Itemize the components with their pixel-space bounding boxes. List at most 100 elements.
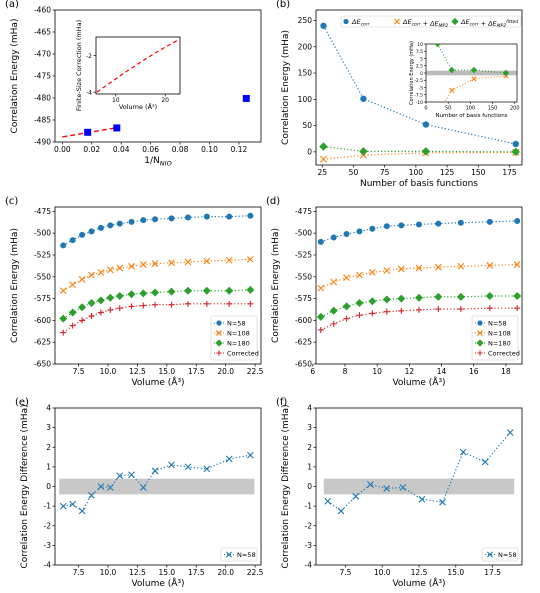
legend-marker-0: [226, 551, 232, 558]
legend-text-part: MP2: [497, 23, 507, 29]
x-tick-label: 22.5: [247, 568, 264, 577]
inset-data-point: [434, 44, 441, 48]
y-tick-label: 2: [46, 443, 51, 452]
inset-data-point: [448, 66, 455, 74]
inset-y-tick-label: -5: [419, 85, 424, 91]
data-point: [360, 95, 367, 102]
y-tick-label: -575: [295, 294, 312, 303]
y-axis-label: Correlation Energy Difference (mHa): [20, 404, 30, 568]
data-point: [139, 484, 147, 491]
data-point: [422, 121, 430, 128]
legend-label-2: ΔEcorr + ΔEMP2fitted: [460, 18, 518, 29]
data-point: [79, 317, 86, 324]
y-tick-label: -575: [34, 294, 51, 303]
data-point: [168, 259, 175, 267]
y-tick-label: 1: [46, 462, 51, 471]
data-point: [106, 484, 114, 491]
data-point: [97, 483, 105, 490]
data-point: [140, 302, 147, 309]
legend-marker-3: [477, 350, 483, 356]
x-tick-label: 0.12: [231, 145, 248, 154]
data-point: [317, 238, 324, 245]
data-point: [383, 308, 390, 315]
panel-label: (f): [276, 397, 287, 408]
data-point: [415, 293, 423, 302]
data-point: [88, 228, 95, 235]
y-tick-label: -470: [34, 50, 51, 59]
inset-y-axis-label: Finite-Size Correction (mHa): [75, 20, 83, 111]
data-point: [398, 222, 405, 229]
inset-y-tick-label: 7.5: [416, 49, 423, 55]
data-point: [421, 147, 431, 156]
panel-label: (b): [276, 0, 290, 10]
y-axis-label: Correlation Energy (mHa): [271, 228, 281, 343]
data-point: [439, 498, 446, 506]
data-point: [116, 305, 123, 312]
x-tick-label: 6: [310, 367, 315, 376]
data-point: [418, 495, 426, 503]
data-point: [399, 484, 407, 491]
y-tick-label: -525: [34, 250, 51, 259]
data-point: [397, 265, 405, 273]
inset-y-tick-label: 0: [420, 71, 423, 77]
data-point: [203, 465, 211, 473]
data-point: [513, 291, 522, 300]
data-point: [185, 214, 192, 221]
data-point: [151, 467, 159, 475]
data-point: [342, 302, 351, 311]
legend-label-0: N=58: [488, 319, 507, 327]
legend-text-part: corr: [412, 22, 422, 28]
data-point: [69, 322, 76, 329]
data-point: [88, 271, 95, 279]
legend-box: [481, 547, 519, 562]
legend-box: [220, 547, 258, 562]
x-tick-label: 12.5: [129, 367, 146, 376]
data-point: [486, 262, 494, 269]
data-point: [106, 293, 115, 302]
legend-marker-1: [216, 330, 222, 336]
y-tick-label: -600: [34, 316, 51, 325]
inset-y-tick-label: 5: [420, 56, 423, 62]
data-point: [69, 237, 76, 244]
data-point: [383, 485, 391, 492]
x-tick-label: 15.0: [158, 568, 175, 577]
data-point: [247, 451, 254, 459]
data-point: [246, 285, 255, 294]
inset-y-tick-label: -7.5: [414, 93, 423, 99]
data-point: [225, 286, 234, 295]
x-tick-label: 0.02: [83, 145, 100, 154]
y-tick-label: 150: [298, 69, 313, 78]
inset-x-axis-label: Volume (Å³): [119, 102, 157, 111]
legend-label-0: N=58: [237, 551, 256, 559]
panel-label: (c): [5, 196, 18, 207]
legend-label-0: ΔEcorr: [351, 18, 371, 28]
data-point: [319, 142, 328, 151]
legend-text-part: corr: [470, 22, 480, 28]
legend-label-0: N=58: [227, 319, 246, 327]
data-point: [486, 218, 493, 225]
y-tick-label: -650: [34, 360, 51, 369]
data-point: [368, 269, 376, 276]
data-point: [369, 310, 376, 317]
data-point: [115, 291, 124, 300]
data-point: [383, 223, 390, 230]
data-point: [415, 264, 423, 272]
legend-box: [471, 315, 519, 361]
y-tick-label: 3: [307, 423, 312, 432]
x-tick-label: 10.0: [100, 367, 117, 376]
data-point: [139, 289, 148, 298]
x-tick-label: 12.5: [411, 568, 428, 577]
data-point: [106, 266, 114, 274]
y-tick-label: -525: [295, 250, 312, 259]
x-tick-label: 7.5: [339, 568, 351, 577]
series-line-0: [62, 215, 251, 246]
y-tick-label: 250: [298, 16, 313, 25]
x-tick-label: 10.0: [100, 568, 117, 577]
y-tick-label: -500: [34, 229, 51, 238]
x-axis-label: Volume (Å³): [131, 577, 184, 589]
x-tick-label: 22.5: [247, 367, 264, 376]
legend-label-2: N=180: [227, 339, 250, 347]
plot-frame: [315, 206, 523, 365]
data-point: [247, 300, 254, 307]
y-tick-label: -3: [44, 541, 52, 550]
